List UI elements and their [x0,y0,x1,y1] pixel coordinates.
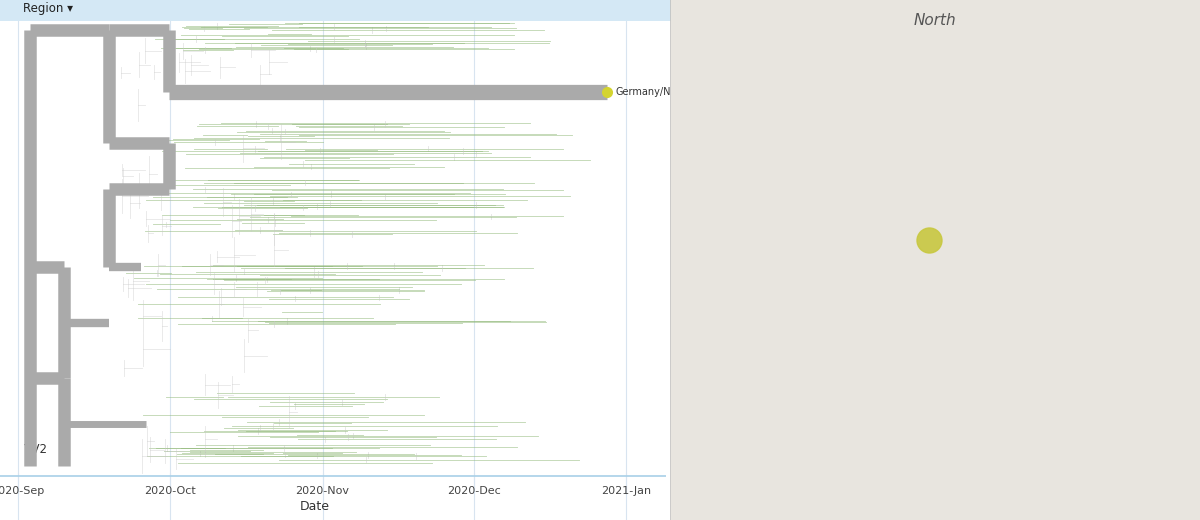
Text: 2020-Oct: 2020-Oct [144,486,196,496]
Text: 2020-Nov: 2020-Nov [295,486,349,496]
Text: Region ▾: Region ▾ [23,2,73,15]
Text: Y.V2: Y.V2 [23,443,47,456]
Text: 2021-Jan: 2021-Jan [601,486,652,496]
Bar [0,0,684,21]
Text: Germany/N: Germany/N [616,87,671,97]
Text: Date: Date [300,500,330,513]
Text: North: North [913,13,956,28]
Text: 2020-Sep: 2020-Sep [0,486,44,496]
Text: 2020-Dec: 2020-Dec [448,486,502,496]
